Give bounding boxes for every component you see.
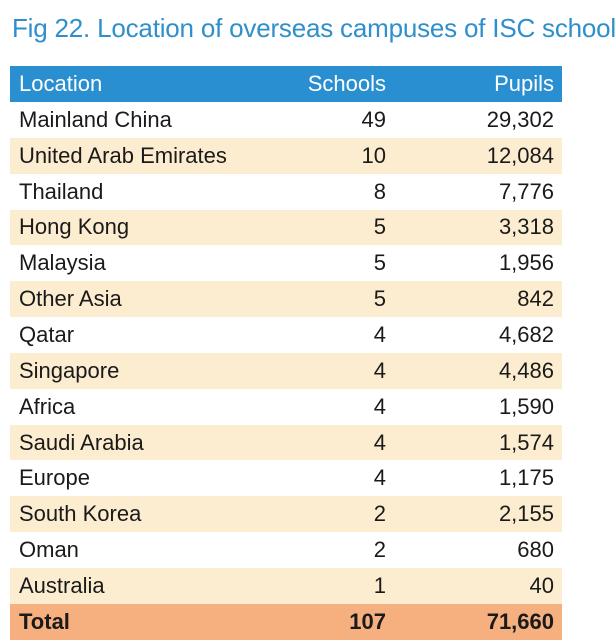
cell-location: United Arab Emirates [19, 142, 227, 168]
cell-pupils: 2,155 [498, 501, 554, 527]
cell-schools: 49 [361, 106, 386, 132]
table-row: Saudi Arabia 4 1,574 [10, 424, 562, 461]
cell-schools: 4 [373, 321, 386, 347]
cell-pupils: 3,318 [498, 214, 554, 240]
cell-location: Australia [19, 572, 105, 598]
cell-schools: 4 [373, 429, 386, 455]
table-row: Qatar 4 4,682 [10, 317, 562, 353]
cell-schools: 8 [373, 178, 386, 204]
table-row: Hong Kong 5 3,318 [10, 209, 562, 246]
cell-location: South Korea [19, 501, 142, 527]
table-row: United Arab Emirates 10 12,084 [10, 137, 562, 174]
cell-schools: 5 [373, 214, 386, 240]
cell-pupils: 680 [517, 537, 554, 563]
table-row: Mainland China 49 29,302 [10, 102, 562, 138]
table-row: Australia 1 40 [10, 567, 562, 604]
cell-pupils: 1,956 [498, 250, 554, 276]
cell-location: Qatar [19, 321, 75, 347]
column-header-location: Location [19, 71, 103, 96]
table-total-row: Total 107 71,660 [10, 603, 562, 640]
table-row: Africa 4 1,590 [10, 388, 562, 425]
cell-pupils: 4,486 [498, 357, 554, 383]
table-row: Singapore 4 4,486 [10, 352, 562, 389]
cell-location: Malaysia [19, 250, 106, 276]
cell-location: Other Asia [19, 286, 122, 312]
total-label: Total [19, 608, 70, 634]
table-row: Europe 4 1,175 [10, 460, 562, 497]
cell-pupils: 29,302 [486, 106, 554, 132]
total-pupils: 71,660 [486, 608, 554, 634]
cell-pupils: 1,574 [498, 429, 554, 455]
cell-schools: 2 [373, 501, 386, 527]
table-row: Oman 2 680 [10, 532, 562, 568]
cell-schools: 2 [373, 537, 386, 563]
total-schools: 107 [349, 608, 386, 634]
table-body: Mainland China 49 29,302 United Arab Emirat… [10, 102, 562, 604]
table-header-row: Location Schools Pupils [10, 66, 562, 102]
figure-title: Fig 22. Location of overseas campuses of… [12, 13, 616, 43]
cell-schools: 4 [373, 465, 386, 491]
column-header-schools: Schools [307, 71, 386, 96]
cell-schools: 1 [373, 572, 386, 598]
cell-pupils: 842 [517, 286, 554, 312]
cell-location: Thailand [19, 178, 104, 204]
cell-location: Mainland China [19, 106, 172, 132]
overseas-campuses-table: Location Schools Pupils Mainland China 49… [10, 66, 562, 640]
cell-location: Africa [19, 393, 76, 419]
cell-location: Oman [19, 537, 79, 563]
cell-schools: 4 [373, 393, 386, 419]
cell-location: Saudi Arabia [19, 429, 144, 455]
cell-pupils: 12,084 [486, 142, 554, 168]
cell-schools: 4 [373, 357, 386, 383]
cell-pupils: 4,682 [498, 321, 554, 347]
cell-location: Hong Kong [19, 214, 130, 240]
cell-location: Singapore [19, 357, 120, 383]
cell-pupils: 40 [529, 572, 554, 598]
cell-pupils: 1,590 [498, 393, 554, 419]
table-row: Other Asia 5 842 [10, 281, 562, 318]
column-header-pupils: Pupils [494, 71, 554, 96]
table-row: Malaysia 5 1,956 [10, 245, 562, 282]
table-row: Thailand 8 7,776 [10, 173, 562, 210]
cell-schools: 5 [373, 286, 386, 312]
cell-schools: 5 [373, 250, 386, 276]
table-row: South Korea 2 2,155 [10, 496, 562, 533]
cell-location: Europe [19, 465, 90, 491]
cell-pupils: 7,776 [498, 178, 554, 204]
cell-schools: 10 [361, 142, 386, 168]
cell-pupils: 1,175 [498, 465, 554, 491]
